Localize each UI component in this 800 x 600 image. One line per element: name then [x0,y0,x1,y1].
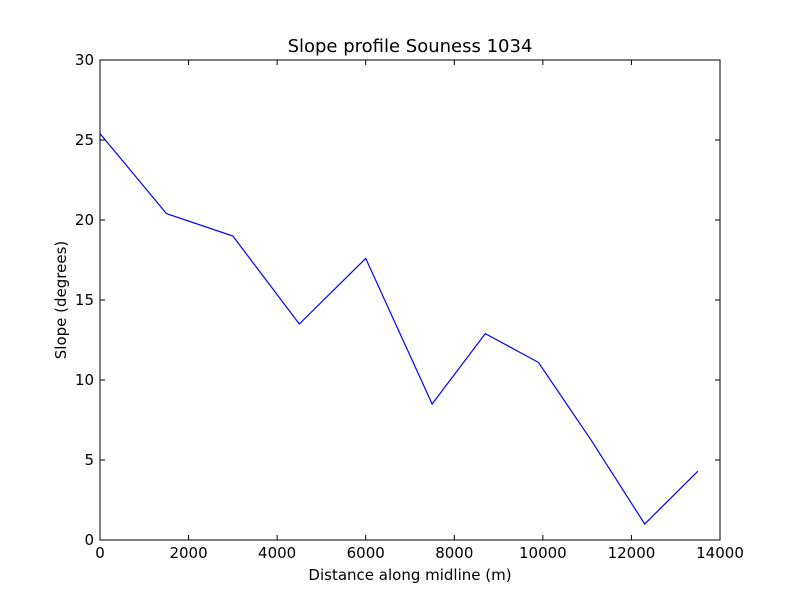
x-tick-label: 2000 [169,544,207,562]
x-tick-label: 8000 [435,544,473,562]
x-tick-label: 4000 [258,544,296,562]
x-tick-label: 0 [95,544,105,562]
x-axis-ticks: 0 2000 4000 6000 8000 10000 12000 14000 [95,60,744,562]
x-tick-label: 14000 [696,544,744,562]
plot-lines [99,133,699,525]
x-axis-label: Distance along midline (m) [308,566,511,584]
y-tick-label: 20 [75,211,94,229]
chart-title: Slope profile Souness 1034 [288,36,533,57]
y-tick-label: 0 [84,531,94,549]
x-tick-label: 12000 [608,544,656,562]
y-tick-label: 30 [75,51,94,69]
y-axis-label: Slope (degrees) [52,241,70,359]
x-tick-label: 10000 [519,544,567,562]
y-tick-label: 10 [75,371,94,389]
series-line [99,133,699,525]
y-tick-label: 15 [75,291,94,309]
y-tick-label: 25 [75,131,94,149]
y-tick-label: 5 [84,451,94,469]
y-axis-ticks: 0 5 10 15 20 25 30 [75,51,720,549]
plot-frame [99,59,721,541]
x-tick-label: 6000 [347,544,385,562]
